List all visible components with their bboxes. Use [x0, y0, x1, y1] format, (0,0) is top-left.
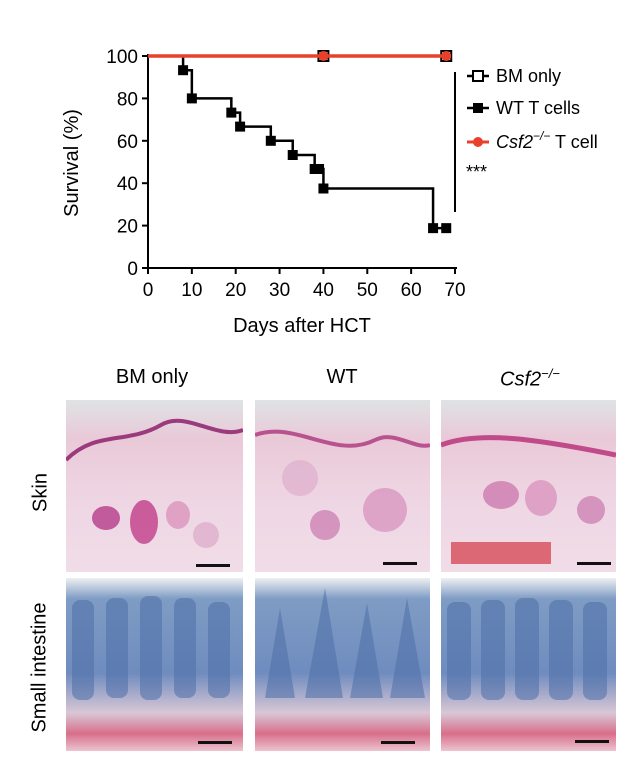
- skin-panel-bm-only: [66, 400, 243, 572]
- chart-axes: 0 10 20 30 40 50 60 70 0 20 40 60 80 100: [106, 47, 465, 301]
- skin-tissue-illustration: [255, 429, 430, 540]
- scale-bar: [383, 562, 417, 565]
- column-title-csf2: Csf2−/−: [500, 366, 560, 391]
- scale-bar: [198, 741, 232, 744]
- scale-bar: [196, 564, 230, 567]
- legend-csf2-t-cell: Csf2−/− T cell: [496, 129, 598, 152]
- x-tick-label: 20: [225, 280, 246, 301]
- intestine-panel-wt: [255, 578, 430, 751]
- intestine-panel-bm-only: [66, 578, 243, 751]
- y-tick-label: 0: [127, 259, 138, 280]
- legend-bm-only: BM only: [496, 66, 561, 86]
- series-marker-1: [428, 223, 439, 234]
- series-marker-1: [178, 65, 189, 76]
- x-tick-label: 30: [269, 280, 290, 301]
- y-tick-label: 80: [117, 89, 138, 110]
- row-title-small-intestine: Small intestine: [28, 602, 51, 733]
- series-marker-1: [186, 93, 197, 104]
- chart-legend: BM only WT T cells Csf2−/− T cell: [467, 66, 598, 152]
- series-marker-1: [235, 121, 246, 132]
- series-marker-1: [314, 163, 325, 174]
- significance-label: ***: [466, 162, 487, 182]
- skin-panel-wt: [255, 400, 430, 572]
- x-axis-title: Days after HCT: [233, 315, 371, 337]
- series-marker-1: [287, 150, 298, 161]
- series-line-1: [148, 54, 447, 230]
- intestine-tissue-illustration: [72, 596, 230, 700]
- series-marker-1: [318, 183, 329, 194]
- x-tick-label: 0: [143, 280, 154, 301]
- column-title-bm-only: BM only: [115, 366, 189, 388]
- x-tick-label: 60: [401, 280, 422, 301]
- series-marker-2: [318, 51, 329, 61]
- legend-wt-t-cells: WT T cells: [496, 98, 580, 118]
- series-marker-1: [265, 135, 276, 146]
- chart-plot-area: [148, 50, 453, 234]
- x-tick-label: 40: [313, 280, 334, 301]
- skin-tissue-illustration: [441, 435, 616, 564]
- scale-bar: [381, 741, 415, 744]
- y-axis-title: Survival (%): [61, 109, 83, 217]
- row-title-skin: Skin: [29, 473, 52, 512]
- skin-panel-csf2: [441, 400, 616, 572]
- scale-bar: [577, 562, 611, 565]
- skin-tissue-illustration: [66, 418, 243, 548]
- series-marker-2: [441, 51, 452, 61]
- series-marker-1: [226, 107, 237, 118]
- intestine-tissue-illustration: [447, 598, 607, 700]
- column-title-wt: WT: [326, 366, 358, 388]
- intestine-panel-csf2: [441, 578, 616, 751]
- y-tick-label: 40: [117, 174, 138, 195]
- survival-chart: 0 10 20 30 40 50 60 70 0 20 40 60 80 100 Days after H…: [61, 47, 598, 337]
- x-tick-label: 50: [357, 280, 378, 301]
- intestine-tissue-illustration: [265, 588, 425, 698]
- scale-bar: [575, 740, 609, 743]
- y-tick-label: 60: [117, 132, 138, 153]
- series-marker-1: [441, 223, 452, 234]
- x-tick-label: 70: [444, 280, 465, 301]
- x-tick-label: 10: [181, 280, 202, 301]
- y-tick-label: 20: [117, 217, 138, 238]
- y-tick-label: 100: [106, 47, 138, 68]
